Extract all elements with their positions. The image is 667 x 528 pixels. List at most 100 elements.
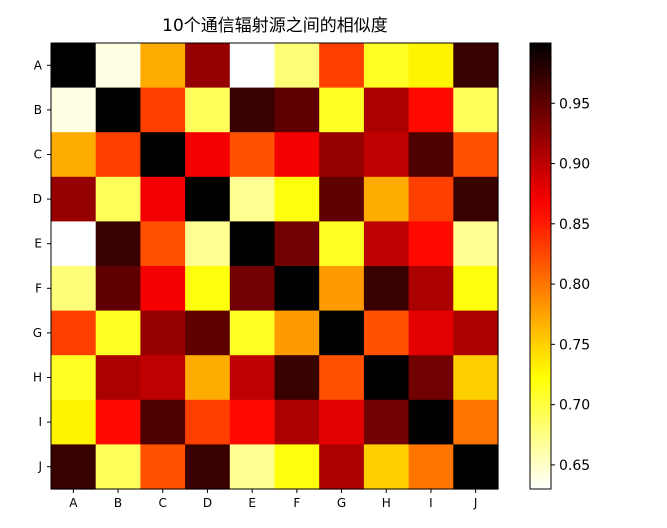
colorbar-tick-label: 0.65 [559, 458, 590, 474]
heatmap-cell-F-B [95, 266, 141, 312]
heatmap-cell-B-J [453, 87, 499, 133]
heatmap-cell-E-D [185, 221, 231, 267]
heatmap-cell-D-C [140, 176, 186, 222]
x-tick-label: D [203, 496, 212, 510]
y-tick-label: D [33, 192, 42, 206]
heatmap-cell-I-D [185, 399, 231, 445]
heatmap-cell-J-A [51, 444, 97, 490]
heatmap-cell-C-I [408, 132, 454, 178]
heatmap-cell-C-H [363, 132, 410, 178]
heatmap-cell-H-H [363, 355, 410, 401]
heatmap-cell-D-I [408, 176, 454, 222]
heatmap-cell-H-D [185, 355, 231, 401]
heatmap-cell-H-A [51, 355, 97, 401]
heatmap-cell-I-C [140, 399, 186, 445]
y-axis: A B C D E F G H I J [33, 58, 51, 474]
heatmap-cell-B-F [274, 87, 320, 133]
heatmap-cell-H-E [229, 355, 276, 401]
heatmap-cell-G-J [453, 310, 499, 356]
heatmap-cell-J-E [229, 444, 276, 490]
heatmap-cell-D-D [185, 176, 231, 222]
x-tick-label: C [159, 496, 167, 510]
heatmap-cell-H-G [319, 355, 365, 401]
y-tick-label: I [38, 415, 42, 429]
heatmap-cell-A-E [229, 43, 276, 89]
heatmap-cell-E-C [140, 221, 186, 267]
y-tick-label: F [35, 281, 42, 295]
y-tick-label: E [34, 237, 42, 251]
heatmap-cell-E-H [363, 221, 410, 267]
heatmap-cell-I-A [51, 399, 97, 445]
heatmap-cell-F-C [140, 266, 186, 312]
heatmap-cell-B-D [185, 87, 231, 133]
heatmap-cell-A-B [95, 43, 141, 89]
heatmap-cell-F-I [408, 266, 454, 312]
y-tick-label: A [34, 58, 43, 72]
colorbar-tick-label: 0.95 [559, 96, 590, 112]
heatmap-cell-E-A [51, 221, 97, 267]
heatmap-cell-J-G [319, 444, 365, 490]
heatmap-cell-A-G [319, 43, 365, 89]
heatmap-cell-B-A [51, 87, 97, 133]
heatmap-cell-D-F [274, 176, 320, 222]
heatmap-cell-A-D [185, 43, 231, 89]
heatmap-cell-F-D [185, 266, 231, 312]
colorbar-axis: 0.65 0.70 0.75 0.80 0.85 0.90 0.95 [551, 96, 590, 474]
heatmap-cell-I-J [453, 399, 499, 445]
heatmap-cell-G-H [363, 310, 410, 356]
heatmap-cell-H-C [140, 355, 186, 401]
heatmap-cells [51, 43, 499, 490]
heatmap-cell-A-H [363, 43, 410, 89]
heatmap-cell-G-B [95, 310, 141, 356]
heatmap-cell-G-G [319, 310, 365, 356]
heatmap-cell-C-B [95, 132, 141, 178]
heatmap-cell-I-H [363, 399, 410, 445]
heatmap-cell-G-C [140, 310, 186, 356]
heatmap-cell-F-F [274, 266, 320, 312]
heatmap-cell-B-G [319, 87, 365, 133]
x-axis: A B C D E F G H I J [69, 489, 477, 510]
heatmap-cell-D-H [363, 176, 410, 222]
heatmap-cell-A-F [274, 43, 320, 89]
x-tick-label: J [473, 496, 478, 510]
heatmap-cell-D-E [229, 176, 276, 222]
chart-title: 10个通信辐射源之间的相似度 [162, 16, 388, 36]
heatmap-cell-C-F [274, 132, 320, 178]
x-tick-label: E [248, 496, 256, 510]
heatmap-cell-E-F [274, 221, 320, 267]
heatmap-cell-J-I [408, 444, 454, 490]
heatmap-cell-A-A [51, 43, 97, 89]
heatmap-cell-F-J [453, 266, 499, 312]
heatmap-cell-J-H [363, 444, 410, 490]
heatmap-cell-C-A [51, 132, 97, 178]
y-tick-label: G [33, 326, 42, 340]
heatmap-cell-H-J [453, 355, 499, 401]
x-tick-label: A [69, 496, 78, 510]
x-tick-label: I [429, 496, 433, 510]
plot-frame [50, 42, 499, 490]
heatmap-cell-I-B [95, 399, 141, 445]
heatmap-cell-D-G [319, 176, 365, 222]
heatmap-cell-J-F [274, 444, 320, 490]
x-tick-label: G [337, 496, 346, 510]
y-tick-label: C [34, 148, 42, 162]
heatmap-cell-D-B [95, 176, 141, 222]
colorbar-tick-label: 0.70 [559, 398, 590, 414]
y-tick-label: H [33, 371, 42, 385]
heatmap-cell-H-B [95, 355, 141, 401]
heatmap-cell-G-D [185, 310, 231, 356]
heatmap-cell-G-F [274, 310, 320, 356]
x-tick-label: H [382, 496, 391, 510]
heatmap-cell-E-E [229, 221, 276, 267]
y-tick-label: J [37, 460, 42, 474]
x-tick-label: F [293, 496, 300, 510]
heatmap-cell-E-B [95, 221, 141, 267]
heatmap-cell-J-C [140, 444, 186, 490]
heatmap-cell-C-C [140, 132, 186, 178]
colorbar-tick-label: 0.85 [559, 217, 590, 233]
heatmap-cell-E-G [319, 221, 365, 267]
heatmap-cell-A-J [453, 43, 499, 89]
heatmap-cell-A-C [140, 43, 186, 89]
